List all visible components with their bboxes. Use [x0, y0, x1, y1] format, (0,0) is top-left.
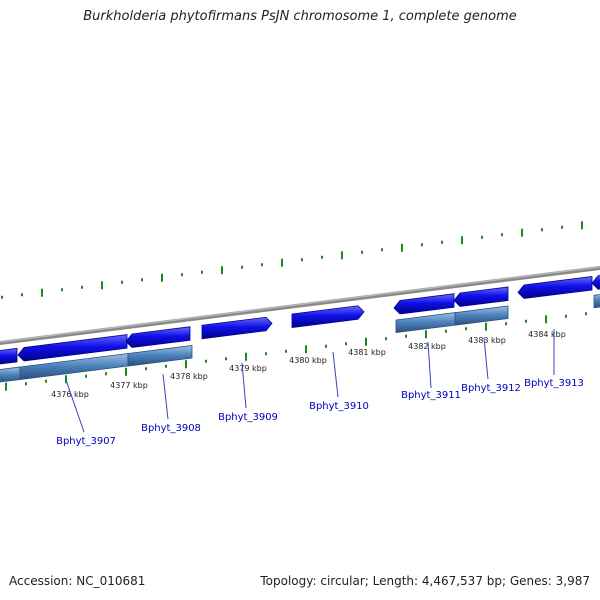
gene-label[interactable]: Bphyt_3909 — [218, 412, 278, 423]
gene-label-connector — [483, 337, 489, 380]
scale-tick-label: 4384 kbp — [528, 330, 566, 339]
gene-arrow[interactable] — [201, 316, 273, 340]
gene-label-connector — [162, 373, 169, 420]
summary-text: Topology: circular; Length: 4,467,537 bp… — [260, 574, 590, 588]
inner-tick-marks: 4376 kbp 4377 kbp 4378 kbp 4379 kbp 4380 kbp… — [5, 312, 587, 399]
gene-arrow[interactable] — [453, 286, 509, 307]
scale-tick-label: 4378 kbp — [170, 372, 208, 381]
scale-tick-label: 4376 kbp — [51, 390, 89, 399]
gene-arrow[interactable] — [291, 305, 365, 328]
gene-feature[interactable] — [395, 312, 456, 333]
gene-label[interactable]: Bphyt_3907 — [56, 436, 116, 447]
accession-text: Accession: NC_010681 — [9, 574, 146, 588]
scale-tick-label: 4380 kbp — [289, 356, 327, 365]
outer-tick-marks — [1, 221, 583, 299]
scale-tick-label: 4383 kbp — [468, 336, 506, 345]
gene-label-connector — [332, 351, 339, 398]
gene-label[interactable]: Bphyt_3913 — [524, 378, 584, 389]
gene-arrow[interactable] — [0, 347, 18, 365]
gene-arrow[interactable] — [393, 293, 455, 315]
chromosome-backbone — [0, 266, 600, 345]
gene-arrow[interactable] — [591, 274, 600, 290]
gene-labels: Bphyt_3907 Bphyt_3908 Bphyt_3909 Bphyt_3910… — [56, 329, 584, 447]
gene-label-connector — [427, 341, 432, 389]
gene-label-connector — [65, 379, 85, 433]
gene-label[interactable]: Bphyt_3911 — [401, 390, 461, 401]
scale-tick-label: 4377 kbp — [110, 381, 148, 390]
gene-label[interactable]: Bphyt_3910 — [309, 401, 369, 412]
gene-feature[interactable] — [593, 293, 600, 309]
gene-feature[interactable] — [0, 366, 21, 383]
gene-arrow[interactable] — [125, 326, 191, 348]
scale-tick-label: 4379 kbp — [229, 364, 267, 373]
feature-track[interactable] — [0, 274, 600, 383]
gene-label[interactable]: Bphyt_3908 — [141, 423, 201, 434]
scale-tick-label: 4381 kbp — [348, 348, 386, 357]
gene-feature[interactable] — [454, 305, 509, 326]
gene-arrow[interactable] — [517, 276, 593, 299]
genome-title: Burkholderia phytofirmans PsJN chromosom… — [83, 9, 517, 24]
scale-tick-label: 4382 kbp — [408, 342, 446, 351]
gene-feature[interactable] — [127, 345, 193, 367]
gene-label-connector — [241, 362, 247, 409]
chromosome-backbone-highlight — [0, 266, 600, 343]
gene-label[interactable]: Bphyt_3912 — [461, 383, 521, 394]
